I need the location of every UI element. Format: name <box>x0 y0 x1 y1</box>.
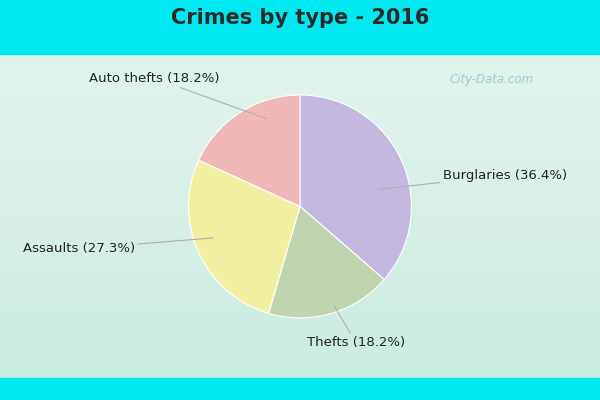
Wedge shape <box>269 206 384 318</box>
Wedge shape <box>188 160 300 313</box>
Text: Assaults (27.3%): Assaults (27.3%) <box>23 238 214 255</box>
Wedge shape <box>300 95 412 279</box>
Bar <box>0 378 600 400</box>
Text: Crimes by type - 2016: Crimes by type - 2016 <box>171 8 429 28</box>
Text: Auto thefts (18.2%): Auto thefts (18.2%) <box>89 72 266 118</box>
Wedge shape <box>199 95 300 206</box>
Bar <box>0 0 600 54</box>
Text: City-Data.com: City-Data.com <box>450 74 534 86</box>
Text: Thefts (18.2%): Thefts (18.2%) <box>307 307 405 349</box>
Text: Burglaries (36.4%): Burglaries (36.4%) <box>379 169 567 190</box>
